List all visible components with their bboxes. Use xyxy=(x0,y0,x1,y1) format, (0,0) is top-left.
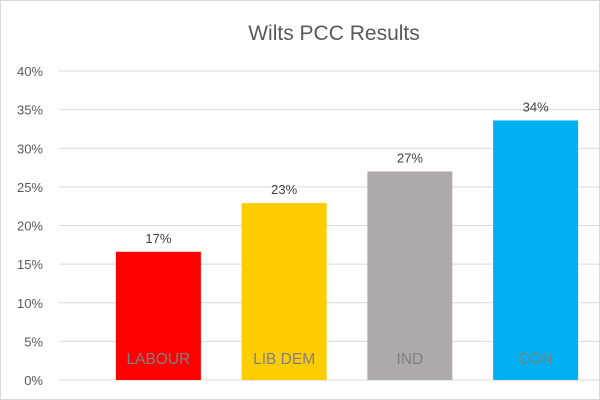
bar-labour xyxy=(115,251,201,380)
data-label: 34% xyxy=(523,99,549,114)
data-label: 23% xyxy=(271,182,297,197)
data-label: 27% xyxy=(397,150,423,165)
category-labels: LABOUR LIB DEM IND CON xyxy=(127,351,553,368)
bar-con xyxy=(493,120,579,380)
y-tick-label: 40% xyxy=(17,64,43,79)
y-tick-label: 15% xyxy=(17,257,43,272)
y-tick-label: 10% xyxy=(17,296,43,311)
data-labels: 17% 23% 27% 34% xyxy=(145,99,549,245)
bar-lib-dem xyxy=(241,203,327,380)
y-tick-label: 0% xyxy=(24,373,43,388)
category-label: CON xyxy=(518,351,552,368)
y-tick-label: 30% xyxy=(17,141,43,156)
category-label: LIB DEM xyxy=(253,351,315,368)
y-tick-label: 35% xyxy=(17,103,43,118)
y-tick-label: 5% xyxy=(24,334,43,349)
y-tick-label: 25% xyxy=(17,180,43,195)
chart-title: Wilts PCC Results xyxy=(248,22,420,45)
data-label: 17% xyxy=(145,231,171,246)
bars xyxy=(115,120,579,380)
bar-ind xyxy=(367,171,453,380)
category-label: IND xyxy=(397,351,424,368)
y-axis-ticks: 0% 5% 10% 15% 20% 25% 30% 35% 40% xyxy=(17,64,43,388)
y-tick-label: 20% xyxy=(17,219,43,234)
category-label: LABOUR xyxy=(127,351,191,368)
